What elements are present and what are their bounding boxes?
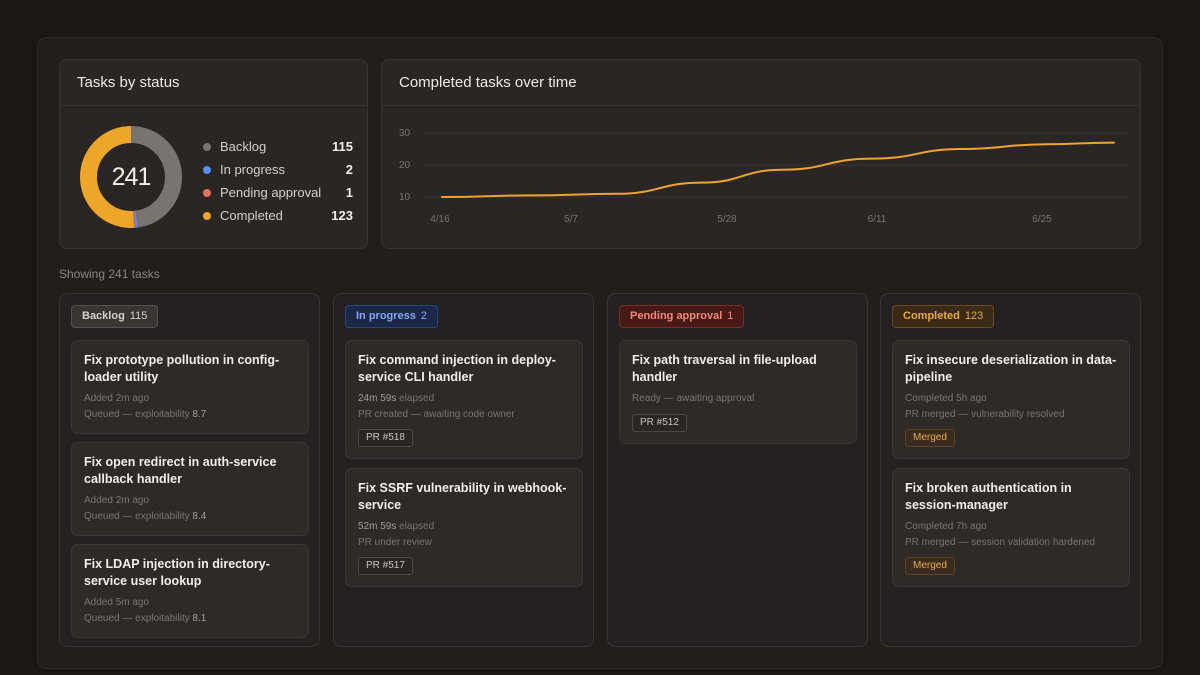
task-status-line: PR merged — session validation hardened bbox=[905, 536, 1096, 548]
task-status-line: Queued — exploitability 8.1 bbox=[84, 611, 296, 627]
legend-item-pending-approval[interactable]: Pending approval 1 bbox=[203, 181, 353, 204]
column-badge-label: Completed bbox=[903, 310, 960, 322]
column-completed: Completed 123 Fix insecure deserializatio… bbox=[880, 293, 1141, 647]
column-badge-count: 2 bbox=[420, 310, 428, 322]
task-title: Fix broken authentication in session-man… bbox=[905, 481, 1072, 512]
legend-dot bbox=[203, 211, 211, 220]
task-status-text: Queued — exploitability bbox=[84, 510, 193, 522]
exploitability-score: 8.1 bbox=[192, 612, 207, 624]
pr-link[interactable]: PR #518 bbox=[358, 429, 413, 447]
column-badge-backlog[interactable]: Backlog 115 bbox=[71, 305, 159, 328]
task-title: Fix insecure deserialization in data-pip… bbox=[905, 353, 1117, 384]
elapsed-suffix: elapsed bbox=[396, 393, 435, 404]
legend-count: 115 bbox=[332, 139, 353, 154]
task-completed-time: Completed 7h ago bbox=[905, 521, 987, 532]
status-legend: Backlog 115 In progress 2 Pending approv… bbox=[203, 135, 353, 227]
task-title: Fix open redirect in auth-service callba… bbox=[84, 455, 277, 486]
task-card[interactable]: Fix command injection in deploy-service … bbox=[345, 340, 583, 459]
task-card[interactable]: Fix insecure deserialization in data-pip… bbox=[892, 340, 1130, 459]
column-badge-count: 123 bbox=[964, 310, 984, 322]
elapsed-suffix: elapsed bbox=[396, 521, 435, 532]
task-card[interactable]: Fix LDAP injection in directory-service … bbox=[71, 544, 309, 638]
completed-line-chart: 30 20 10 4/16 5/7 5/28 6/11 6/25 bbox=[399, 128, 1127, 225]
column-badge-count: 115 bbox=[129, 310, 148, 322]
completed-over-time-card: Completed tasks over time 30 20 10 4/16 5/7 5… bbox=[381, 59, 1141, 249]
column-badge-count: 1 bbox=[727, 310, 734, 322]
column-badge-label: In progress bbox=[356, 310, 416, 322]
task-card[interactable]: Fix open redirect in auth-service callba… bbox=[71, 442, 309, 536]
donut-segment-completed[interactable] bbox=[80, 126, 182, 228]
task-status-line: Queued — exploitability 8.4 bbox=[84, 509, 296, 525]
task-added: Added 2m ago bbox=[84, 495, 150, 506]
task-status-line: PR under review bbox=[358, 536, 432, 548]
legend-label: Backlog bbox=[220, 139, 267, 154]
showing-count: Showing 241 tasks bbox=[59, 267, 160, 281]
pr-link[interactable]: PR #517 bbox=[358, 557, 413, 575]
completed-series-line bbox=[441, 141, 1115, 198]
task-status-text: Queued — exploitability bbox=[84, 612, 193, 624]
x-tick-label: 5/7 bbox=[564, 214, 578, 225]
column-badge-label: Pending approval bbox=[630, 310, 723, 322]
legend-item-in-progress[interactable]: In progress 2 bbox=[203, 158, 353, 181]
x-tick-label: 4/16 bbox=[430, 214, 450, 225]
status-card-title: Tasks by status bbox=[60, 60, 367, 106]
task-title: Fix prototype pollution in config-loader… bbox=[84, 353, 280, 384]
task-title: Fix LDAP injection in directory-service … bbox=[84, 557, 270, 588]
legend-dot bbox=[203, 165, 211, 174]
legend-dot bbox=[203, 188, 211, 197]
column-badge-label: Backlog bbox=[82, 310, 125, 322]
column-badge-completed[interactable]: Completed 123 bbox=[892, 305, 995, 328]
task-title: Fix SSRF vulnerability in webhook-servic… bbox=[358, 481, 567, 512]
column-backlog: Backlog 115 Fix prototype pollution in co… bbox=[59, 293, 320, 647]
legend-label: In progress bbox=[220, 162, 286, 177]
task-status-text: Queued — exploitability bbox=[84, 408, 193, 420]
exploitability-score: 8.4 bbox=[192, 510, 207, 522]
legend-label: Completed bbox=[220, 208, 283, 223]
task-added: Added 5m ago bbox=[84, 597, 150, 608]
tasks-by-status-card: Tasks by status 241 Backlog 115 In progr… bbox=[59, 59, 368, 249]
chart-card-title: Completed tasks over time bbox=[382, 60, 1140, 106]
donut-svg bbox=[80, 126, 182, 228]
task-completed-time: Completed 5h ago bbox=[905, 393, 987, 404]
x-tick-label: 5/28 bbox=[717, 214, 737, 225]
donut-total: 241 bbox=[111, 163, 152, 191]
task-elapsed: 52m 59s elapsed bbox=[358, 519, 570, 535]
x-tick-label: 6/25 bbox=[1032, 214, 1052, 225]
task-card[interactable]: Fix prototype pollution in config-loader… bbox=[71, 340, 309, 434]
task-added: Added 2m ago bbox=[84, 393, 150, 404]
y-tick-label: 10 bbox=[399, 192, 411, 203]
legend-count: 123 bbox=[331, 208, 353, 223]
column-in-progress: In progress 2 Fix command injection in de… bbox=[333, 293, 594, 647]
column-pending-approval: Pending approval 1 Fix path traversal in … bbox=[607, 293, 868, 647]
task-status-line: PR created — awaiting code owner bbox=[358, 408, 515, 420]
legend-dot bbox=[203, 142, 211, 151]
merged-badge: Merged bbox=[905, 557, 955, 575]
status-donut-chart: 241 bbox=[80, 126, 182, 228]
task-card[interactable]: Fix broken authentication in session-man… bbox=[892, 468, 1130, 587]
exploitability-score: 8.7 bbox=[192, 408, 207, 420]
task-status-line: Queued — exploitability 8.7 bbox=[84, 407, 296, 423]
legend-label: Pending approval bbox=[220, 185, 322, 200]
legend-item-backlog[interactable]: Backlog 115 bbox=[203, 135, 353, 158]
y-tick-label: 30 bbox=[399, 128, 411, 139]
y-tick-label: 20 bbox=[399, 160, 411, 171]
merged-badge: Merged bbox=[905, 429, 955, 447]
task-title: Fix command injection in deploy-service … bbox=[358, 353, 556, 384]
task-status-line: PR merged — vulnerability resolved bbox=[905, 408, 1065, 420]
task-status-line: Ready — awaiting approval bbox=[632, 393, 755, 404]
task-title: Fix path traversal in file-upload handle… bbox=[632, 353, 817, 384]
legend-count: 2 bbox=[345, 162, 353, 177]
task-card[interactable]: Fix path traversal in file-upload handle… bbox=[619, 340, 857, 444]
elapsed-value: 24m 59s bbox=[358, 393, 397, 404]
legend-count: 1 bbox=[345, 185, 353, 200]
column-badge-in-progress[interactable]: In progress 2 bbox=[345, 305, 439, 328]
task-elapsed: 24m 59s elapsed bbox=[358, 391, 570, 407]
legend-item-completed[interactable]: Completed 123 bbox=[203, 204, 353, 227]
column-badge-pending-approval[interactable]: Pending approval 1 bbox=[619, 305, 745, 328]
pr-link[interactable]: PR #512 bbox=[632, 413, 687, 432]
elapsed-value: 52m 59s bbox=[358, 521, 397, 532]
x-tick-label: 6/11 bbox=[868, 214, 887, 225]
task-card[interactable]: Fix SSRF vulnerability in webhook-servic… bbox=[345, 468, 583, 587]
